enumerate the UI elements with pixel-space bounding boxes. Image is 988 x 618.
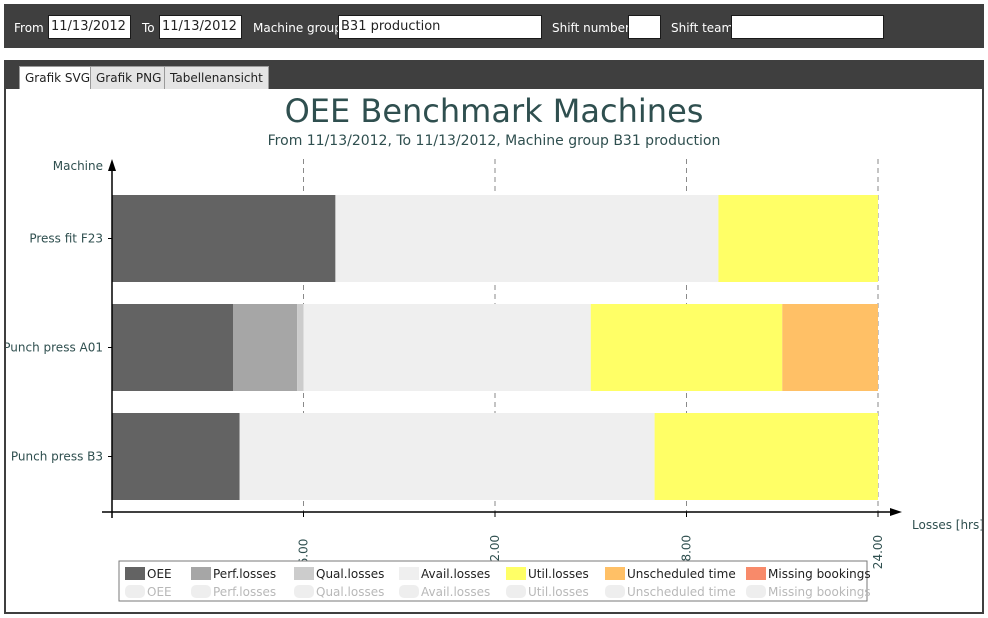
y-tick-label: Press fit F23 <box>29 232 103 246</box>
legend-label-disabled: Missing bookings <box>768 585 871 599</box>
bars-layer <box>112 195 878 500</box>
bar-punch-press-a01-oee <box>112 304 234 391</box>
bar-punch-press-a01-unscheduled-time <box>782 304 878 391</box>
shift-number-input[interactable] <box>628 15 661 39</box>
y-tick-label: Punch press B3 <box>11 450 103 464</box>
from-date-input[interactable]: 11/13/2012 <box>48 15 131 39</box>
legend-swatch-disabled <box>191 585 211 598</box>
bar-press-fit-f23-avail-losses <box>335 195 719 282</box>
legend-label-disabled: Avail.losses <box>421 585 490 599</box>
legend-swatch <box>191 567 211 580</box>
legend-label-disabled: OEE <box>147 585 172 599</box>
x-tick-label: 24.00 <box>871 535 885 569</box>
x-tick-label: 6.00 <box>297 539 311 566</box>
legend-label-disabled: Perf.losses <box>213 585 276 599</box>
tab-tabellenansicht[interactable]: Tabellenansicht <box>164 66 269 89</box>
bar-punch-press-a01-util-losses <box>590 304 783 391</box>
machine-group-label: Machine group <box>253 21 342 35</box>
y-axis-arrow <box>108 159 116 171</box>
bar-punch-press-a01-avail-losses <box>303 304 591 391</box>
bar-press-fit-f23-util-losses <box>718 195 878 282</box>
legend: OEE OEE Perf.losses Perf.losses Qual.losses Q… <box>118 560 871 602</box>
chart-title: OEE Benchmark Machines <box>285 92 704 130</box>
filter-bar: From 11/13/2012 To 11/13/2012 Machine gr… <box>4 4 984 48</box>
legend-label: Qual.losses <box>316 567 384 581</box>
legend-label-disabled: Unscheduled time <box>627 585 736 599</box>
y-tick-label: Punch press A01 <box>6 341 103 355</box>
legend-swatch-disabled <box>399 585 419 598</box>
legend-swatch-disabled <box>125 585 145 598</box>
bar-punch-press-b3-oee <box>112 413 240 500</box>
shift-number-label: Shift number <box>552 21 630 35</box>
legend-label: Perf.losses <box>213 567 276 581</box>
bar-punch-press-b3-avail-losses <box>239 413 655 500</box>
legend-swatch <box>294 567 314 580</box>
legend-label: Util.losses <box>528 567 589 581</box>
legend-label-disabled: Qual.losses <box>316 585 384 599</box>
legend-swatch <box>125 567 145 580</box>
legend-swatch-disabled <box>294 585 314 598</box>
bar-punch-press-b3-util-losses <box>654 413 878 500</box>
legend-label: OEE <box>147 567 172 581</box>
x-axis-arrow <box>890 508 902 516</box>
machine-group-input[interactable]: B31 production <box>338 15 542 39</box>
shift-team-input[interactable] <box>731 15 884 39</box>
legend-swatch <box>399 567 419 580</box>
y-axis-label: Machine <box>53 159 103 173</box>
legend-box <box>118 560 868 602</box>
tab-grafik-png[interactable]: Grafik PNG <box>90 66 168 89</box>
legend-swatch <box>605 567 625 580</box>
oee-benchmark-chart: OEE Benchmark Machines From 11/13/2012, … <box>6 92 982 602</box>
legend-swatch-disabled <box>605 585 625 598</box>
legend-swatch-disabled <box>746 585 766 598</box>
from-label: From <box>14 21 44 35</box>
legend-label: Avail.losses <box>421 567 490 581</box>
to-label: To <box>142 21 155 35</box>
legend-label: Missing bookings <box>768 567 871 581</box>
bar-punch-press-a01-perf-losses <box>233 304 298 391</box>
tab-grafik-svg[interactable]: Grafik SVG <box>19 66 97 90</box>
x-axis-label: Losses [hrs] <box>912 518 982 532</box>
legend-swatch <box>746 567 766 580</box>
shift-team-label: Shift team <box>671 21 734 35</box>
bar-punch-press-a01-qual-losses <box>297 304 304 391</box>
chart-content: OEE Benchmark Machines From 11/13/2012, … <box>6 89 982 612</box>
chart-panel: Grafik SVG Grafik PNG Tabellenansicht OE… <box>4 60 984 614</box>
legend-label: Unscheduled time <box>627 567 736 581</box>
axes-layer: Press fit F23 Punch press A01 Punch press … <box>6 159 902 569</box>
chart-subtitle: From 11/13/2012, To 11/13/2012, Machine … <box>268 133 721 149</box>
legend-swatch <box>506 567 526 580</box>
to-date-input[interactable]: 11/13/2012 <box>159 15 242 39</box>
legend-label-disabled: Util.losses <box>528 585 589 599</box>
legend-swatch-disabled <box>506 585 526 598</box>
bar-press-fit-f23-oee <box>112 195 336 282</box>
